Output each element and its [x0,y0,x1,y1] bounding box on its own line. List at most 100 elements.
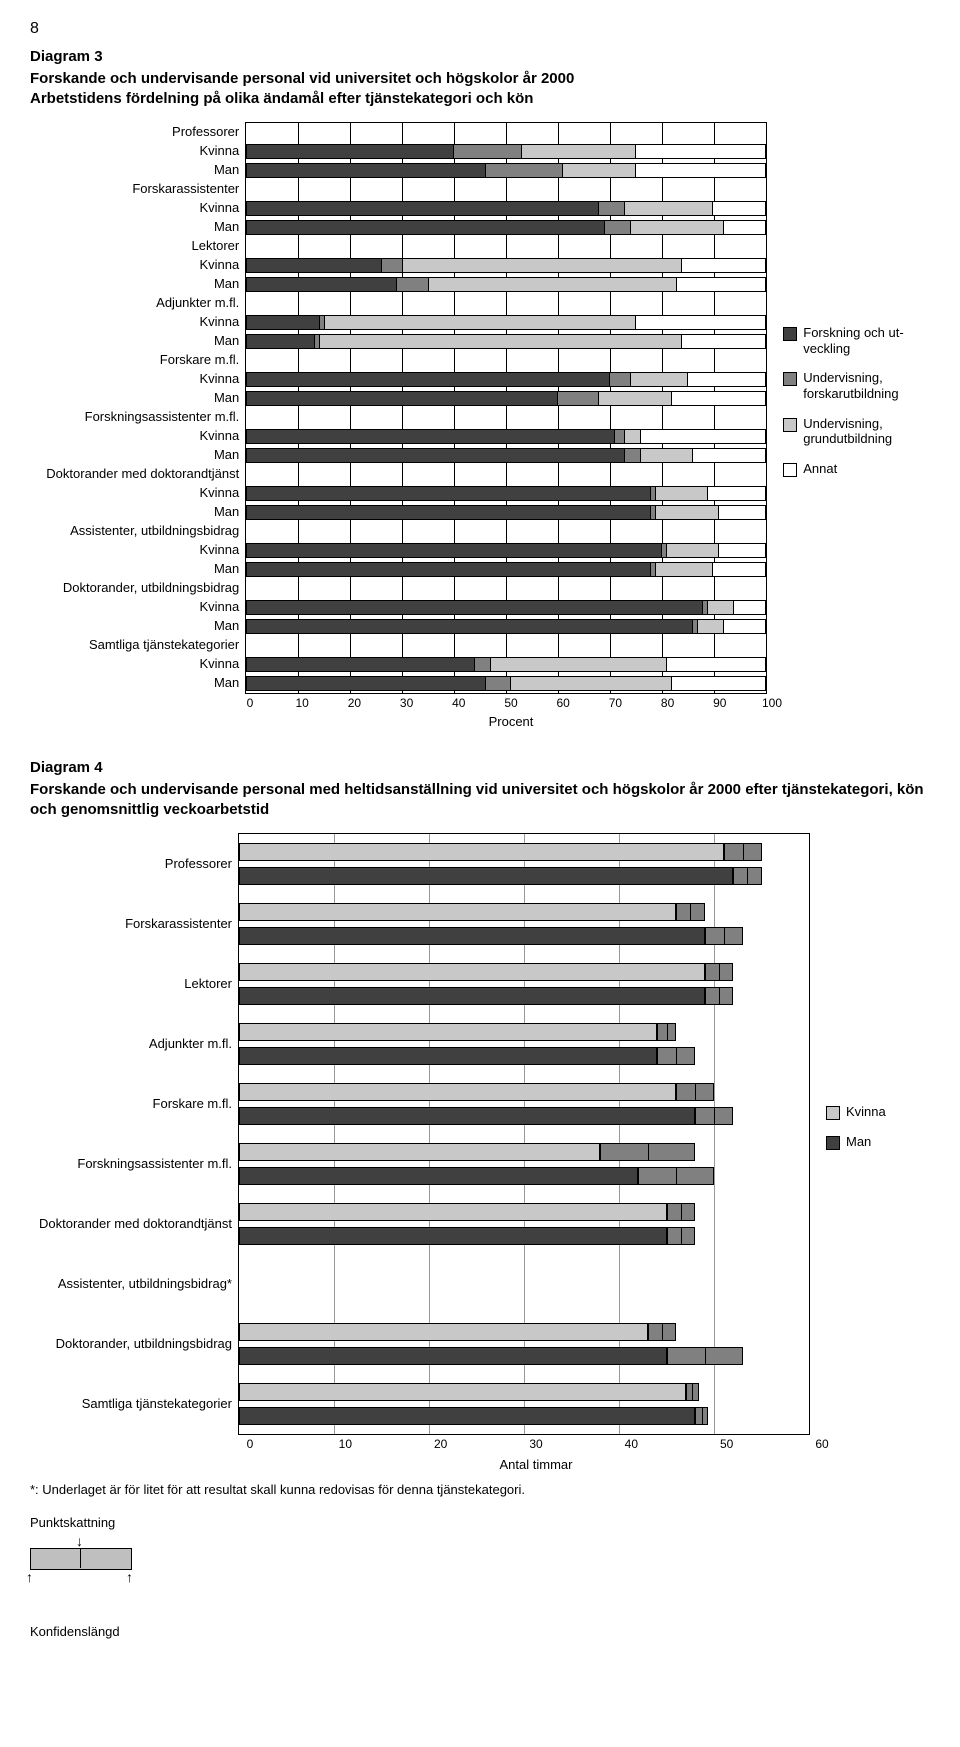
legend-item: Undervisning,forskarutbildning [783,370,930,401]
ci-key-diagram: ↓ ↑ ↑ [30,1534,150,1594]
bar-segment-grundutbildning [320,335,683,348]
bar-kvinna [239,1023,657,1041]
bar-kvinna [239,903,676,921]
stacked-bar [246,163,766,178]
bar-segment-forskning [247,373,610,386]
xtick: 40 [625,1437,638,1451]
xtick: 100 [762,696,782,710]
bar-segment-forskning [247,430,615,443]
bar-man [239,1167,638,1185]
bar-segment-annat [708,487,765,500]
chart3-xlabel: Procent [250,714,772,729]
point-estimate [676,1047,677,1065]
stacked-bar [246,277,766,292]
bar-row [239,961,809,983]
bar-segment-forskning [247,335,314,348]
bar-segment-forskarutbildning [558,392,599,405]
legend-swatch [783,327,797,341]
series-label: Kvinna [30,312,245,331]
legend-swatch [783,418,797,432]
stacked-bar [246,201,766,216]
bar-segment-annat [713,202,765,215]
xtick: 50 [720,1437,733,1451]
series-label: Man [30,388,245,407]
series-label: Kvinna [30,255,245,274]
bar-segment-annat [724,221,765,234]
stacked-bar [246,372,766,387]
bar-group [239,1374,809,1434]
ci-key-konf: Konfidenslängd [30,1624,930,1639]
point-estimate [719,963,720,981]
bar-segment-forskning [247,544,661,557]
chart4-legend: KvinnaMan [810,833,930,1435]
xtick: 10 [296,696,309,710]
series-label: Kvinna [30,483,245,502]
bar-segment-forskning [247,202,599,215]
xtick: 80 [661,696,674,710]
series-label: Man [30,559,245,578]
chart3: ProfessorerKvinnaManForskarassistenterKv… [30,122,930,729]
stacked-bar [246,144,766,159]
bar-segment-annat [636,164,766,177]
point-estimate [714,1107,715,1125]
point-estimate [743,843,744,861]
chart3-xticks: 0102030405060708090100 [250,694,772,712]
bar-kvinna [239,1083,676,1101]
stacked-bar [246,258,766,273]
bar-segment-annat [672,392,765,405]
bar-segment-grundutbildning [656,563,713,576]
arrow-down-icon: ↓ [76,1534,83,1548]
chart4-xticks: 0102030405060 [250,1435,822,1453]
bar-row [239,1021,809,1043]
bar-row [239,901,809,923]
legend-label: Man [846,1134,871,1150]
bar-segment-annat [636,145,766,158]
xtick: 50 [504,696,517,710]
bar-segment-grundutbildning [656,506,718,519]
series-label: Kvinna [30,198,245,217]
bar-row [239,1285,809,1307]
bar-group [239,894,809,954]
bar-segment-annat [667,658,765,671]
category-label: Doktorander med doktorandtjänst [30,464,245,483]
point-estimate [702,1407,703,1425]
bar-segment-forskning [247,164,485,177]
stacked-bar [246,676,766,691]
bar-segment-annat [682,259,765,272]
bar-row [239,985,809,1007]
xtick: 10 [339,1437,352,1451]
legend-swatch [783,463,797,477]
bar-segment-grundutbildning [631,373,688,386]
bar-segment-annat [719,506,766,519]
bar-row [239,1141,809,1163]
series-label: Man [30,217,245,236]
legend-label: Undervisning,forskarutbildning [803,370,898,401]
category-label: Forskare m.fl. [30,1073,238,1133]
bar-segment-grundutbildning [511,677,672,690]
bar-segment-forskning [247,658,475,671]
bar-kvinna [239,1143,600,1161]
bar-segment-forskning [247,316,320,329]
stacked-bar [246,543,766,558]
bar-segment-grundutbildning [641,449,693,462]
category-label: Assistenter, utbildningsbidrag [30,521,245,540]
xtick: 60 [557,696,570,710]
legend-swatch [826,1136,840,1150]
bar-man [239,1107,695,1125]
legend-swatch [826,1106,840,1120]
bar-segment-forskarutbildning [454,145,521,158]
stacked-bar [246,315,766,330]
series-label: Kvinna [30,426,245,445]
bar-kvinna [239,843,724,861]
bar-segment-forskarutbildning [605,221,631,234]
xtick: 90 [713,696,726,710]
bar-segment-forskning [247,563,651,576]
category-label: Forskarassistenter [30,179,245,198]
bar-segment-forskarutbildning [486,164,564,177]
stacked-bar [246,334,766,349]
bar-segment-grundutbildning [403,259,683,272]
bar-segment-forskarutbildning [397,278,428,291]
bar-segment-grundutbildning [325,316,636,329]
bar-segment-grundutbildning [491,658,667,671]
chart3-labels: ProfessorerKvinnaManForskarassistenterKv… [30,122,245,694]
